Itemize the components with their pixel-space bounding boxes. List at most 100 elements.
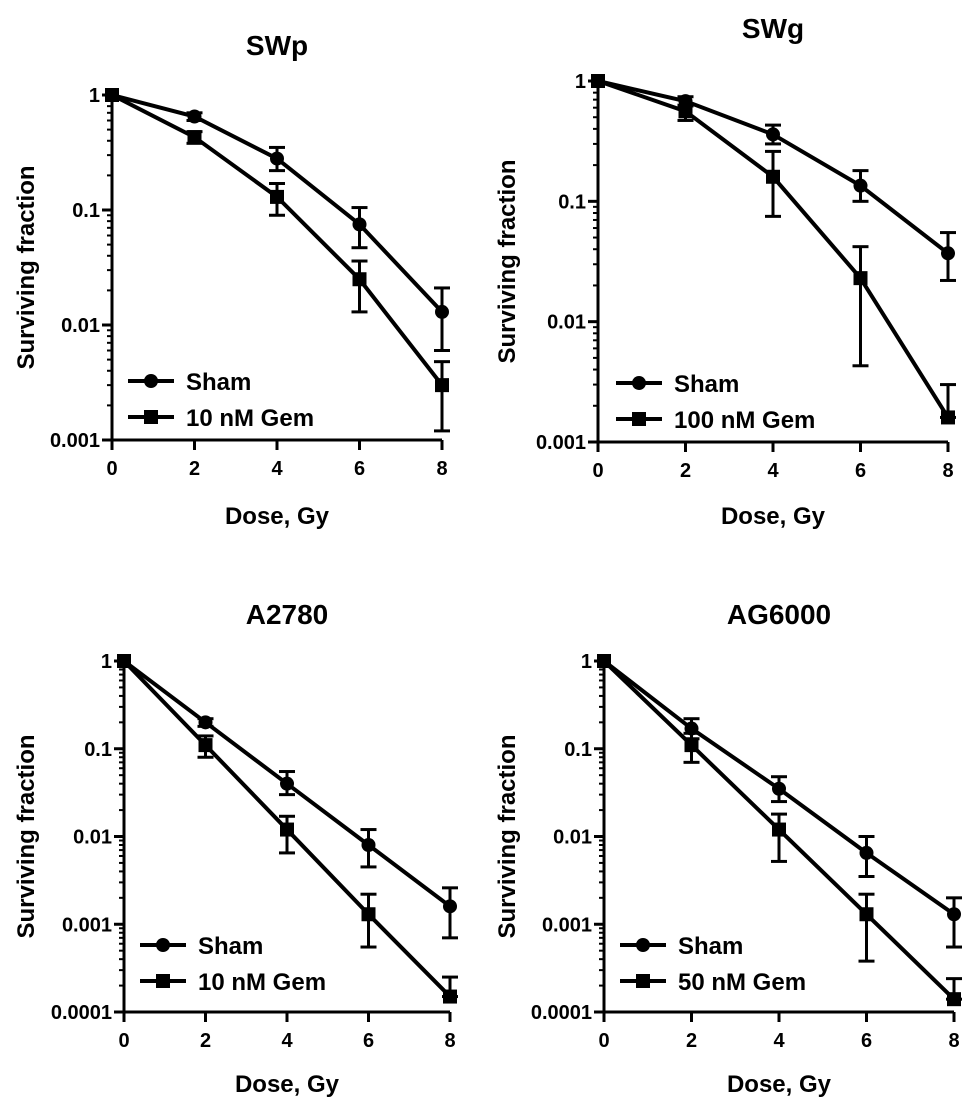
x-tick-label: 2 xyxy=(189,458,200,480)
data-point xyxy=(941,246,955,261)
chart-title: SWg xyxy=(742,13,804,44)
data-point xyxy=(270,151,284,166)
y-axis-label: Surviving fraction xyxy=(494,734,521,938)
chart-panel-1: SWp 0.001 0.01 0.1 1 0 2 4 6 8 Dose, Gy Surviving f… xyxy=(13,30,450,530)
y-tick-label: 1 xyxy=(575,71,586,93)
legend-marker-circle xyxy=(156,938,170,952)
data-point xyxy=(187,109,202,124)
series-gem xyxy=(117,654,458,1004)
data-point xyxy=(187,130,202,145)
x-tick-label: 8 xyxy=(436,458,447,480)
legend: Sham 50 nM Gem xyxy=(620,933,806,996)
data-point xyxy=(772,822,786,837)
data-point xyxy=(198,715,213,730)
legend-marker-circle xyxy=(144,374,158,388)
x-tick-label: 2 xyxy=(686,1030,697,1052)
legend-label: Sham xyxy=(678,933,743,960)
x-tick-label: 6 xyxy=(861,1030,872,1052)
data-point xyxy=(443,989,457,1004)
x-tick-label: 6 xyxy=(363,1030,374,1052)
data-point xyxy=(853,178,868,193)
y-tick-label: 0.1 xyxy=(72,200,100,222)
legend-label: Sham xyxy=(674,371,739,398)
y-axis-label: Surviving fraction xyxy=(494,159,521,363)
legend-marker-square xyxy=(632,412,646,426)
legend-marker-square xyxy=(144,410,158,424)
x-tick-label: 0 xyxy=(106,458,117,480)
x-tick-label: 6 xyxy=(855,460,866,482)
series-sham xyxy=(105,88,450,353)
data-point xyxy=(361,907,376,922)
x-tick-label: 0 xyxy=(118,1030,129,1052)
chart-title: SWp xyxy=(246,30,308,61)
data-point xyxy=(853,271,868,286)
data-point xyxy=(198,738,213,753)
chart-panel-3: A2780 0.0001 0.001 0.01 0.1 1 0 2 4 6 8 Dose, Gy Sur… xyxy=(13,599,458,1097)
x-tick-label: 2 xyxy=(200,1030,211,1052)
series-line xyxy=(111,93,444,387)
y-tick-label: 0.1 xyxy=(564,739,592,761)
data-point xyxy=(947,992,961,1007)
series-gem xyxy=(105,88,450,433)
legend: Sham 100 nM Gem xyxy=(616,371,815,434)
y-tick-label: 0.001 xyxy=(536,432,586,454)
data-point xyxy=(270,189,284,204)
data-point xyxy=(105,88,119,102)
y-axis-label: Surviving fraction xyxy=(13,165,40,369)
x-tick-label: 4 xyxy=(271,458,283,480)
y-tick-label: 0.001 xyxy=(62,914,112,936)
x-axis-label: Dose, Gy xyxy=(225,503,330,530)
y-tick-label: 0.01 xyxy=(553,827,592,849)
y-tick-label: 0.01 xyxy=(73,827,112,849)
y-tick-label: 0.1 xyxy=(84,739,112,761)
data-point xyxy=(678,104,693,119)
data-point xyxy=(597,654,611,668)
data-point xyxy=(766,169,780,184)
data-point xyxy=(941,410,955,425)
x-tick-label: 8 xyxy=(444,1030,455,1052)
data-point xyxy=(443,899,457,914)
y-tick-label: 1 xyxy=(581,651,592,673)
data-point xyxy=(280,822,294,837)
y-axis-label: Surviving fraction xyxy=(13,734,40,938)
x-axis-label: Dose, Gy xyxy=(721,503,826,530)
legend-label: Sham xyxy=(186,369,251,396)
y-tick-label: 0.001 xyxy=(50,430,100,452)
x-tick-label: 8 xyxy=(942,460,953,482)
data-point xyxy=(859,907,874,922)
data-point xyxy=(352,217,367,232)
legend-marker-square xyxy=(636,974,650,988)
x-tick-label: 4 xyxy=(773,1030,785,1052)
data-point xyxy=(435,304,449,319)
x-tick-label: 4 xyxy=(281,1030,293,1052)
x-axis-label: Dose, Gy xyxy=(727,1071,832,1097)
data-point xyxy=(684,738,699,753)
series-gem xyxy=(591,74,956,425)
y-tick-label: 0.001 xyxy=(542,914,592,936)
data-point xyxy=(766,127,780,142)
y-tick-label: 0.01 xyxy=(547,312,586,334)
data-point xyxy=(280,776,294,791)
legend-label: 10 nM Gem xyxy=(198,969,326,996)
y-tick-label: 0.1 xyxy=(558,191,586,213)
legend-label: 100 nM Gem xyxy=(674,407,815,434)
x-tick-label: 4 xyxy=(767,460,779,482)
legend: Sham 10 nM Gem xyxy=(128,369,314,432)
data-point xyxy=(117,654,131,668)
series-sham xyxy=(597,654,962,949)
legend-label: 10 nM Gem xyxy=(186,405,314,432)
data-point xyxy=(435,378,449,393)
data-point xyxy=(361,838,376,853)
chart-panel-2: SWg 0.001 0.01 0.1 1 0 2 4 6 8 Dose, Gy Surviving f… xyxy=(494,13,956,530)
data-point xyxy=(591,74,605,88)
y-tick-label: 0.01 xyxy=(61,315,100,337)
x-tick-label: 2 xyxy=(680,460,691,482)
x-tick-label: 8 xyxy=(948,1030,959,1052)
x-tick-label: 0 xyxy=(592,460,603,482)
series-gem xyxy=(597,654,962,1007)
data-point xyxy=(947,907,961,922)
y-tick-label: 0.0001 xyxy=(51,1002,112,1024)
chart-title: A2780 xyxy=(246,599,329,630)
x-tick-label: 6 xyxy=(354,458,365,480)
